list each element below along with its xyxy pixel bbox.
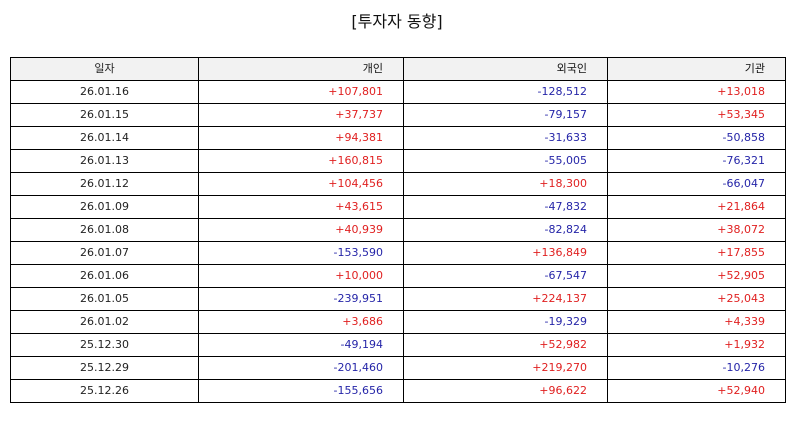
table-row: 26.01.14 +94,381 -31,633 -50,858 bbox=[10, 126, 786, 150]
individual-cell: -153,590 bbox=[198, 241, 404, 265]
date-cell: 26.01.05 bbox=[10, 287, 199, 311]
institution-cell: +52,905 bbox=[607, 264, 786, 288]
individual-cell: +160,815 bbox=[198, 149, 404, 173]
institution-cell: -76,321 bbox=[607, 149, 786, 173]
date-cell: 26.01.06 bbox=[10, 264, 199, 288]
table-row: 26.01.15 +37,737 -79,157 +53,345 bbox=[10, 103, 786, 127]
date-cell: 26.01.12 bbox=[10, 172, 199, 196]
date-cell: 26.01.07 bbox=[10, 241, 199, 265]
date-cell: 26.01.16 bbox=[10, 80, 199, 104]
table-row: 26.01.12 +104,456 +18,300 -66,047 bbox=[10, 172, 786, 196]
individual-cell: -201,460 bbox=[198, 356, 404, 380]
individual-cell: -239,951 bbox=[198, 287, 404, 311]
table-row: 26.01.16 +107,801 -128,512 +13,018 bbox=[10, 80, 786, 104]
individual-cell: +3,686 bbox=[198, 310, 404, 334]
foreign-cell: +219,270 bbox=[403, 356, 608, 380]
institution-cell: +17,855 bbox=[607, 241, 786, 265]
foreign-cell: -82,824 bbox=[403, 218, 608, 242]
table-row: 25.12.26 -155,656 +96,622 +52,940 bbox=[10, 379, 786, 403]
institution-cell: +4,339 bbox=[607, 310, 786, 334]
table-row: 25.12.30 -49,194 +52,982 +1,932 bbox=[10, 333, 786, 357]
date-cell: 26.01.02 bbox=[10, 310, 199, 334]
table-row: 26.01.13 +160,815 -55,005 -76,321 bbox=[10, 149, 786, 173]
institution-cell: -10,276 bbox=[607, 356, 786, 380]
date-cell: 26.01.08 bbox=[10, 218, 199, 242]
individual-cell: +107,801 bbox=[198, 80, 404, 104]
individual-cell: +43,615 bbox=[198, 195, 404, 219]
date-cell: 26.01.13 bbox=[10, 149, 199, 173]
foreign-cell: -67,547 bbox=[403, 264, 608, 288]
institution-cell: +53,345 bbox=[607, 103, 786, 127]
institution-cell: +1,932 bbox=[607, 333, 786, 357]
institution-cell: +25,043 bbox=[607, 287, 786, 311]
table-row: 26.01.05 -239,951 +224,137 +25,043 bbox=[10, 287, 786, 311]
table-row: 26.01.02 +3,686 -19,329 +4,339 bbox=[10, 310, 786, 334]
table-row: 26.01.07 -153,590 +136,849 +17,855 bbox=[10, 241, 786, 265]
chart-title: [투자자 동향] bbox=[351, 12, 443, 31]
table-row: 26.01.09 +43,615 -47,832 +21,864 bbox=[10, 195, 786, 219]
foreign-cell: -47,832 bbox=[403, 195, 608, 219]
foreign-cell: +96,622 bbox=[403, 379, 608, 403]
institution-cell: +13,018 bbox=[607, 80, 786, 104]
institution-cell: +38,072 bbox=[607, 218, 786, 242]
foreign-cell: +224,137 bbox=[403, 287, 608, 311]
institution-cell: +21,864 bbox=[607, 195, 786, 219]
foreign-cell: -55,005 bbox=[403, 149, 608, 173]
date-cell: 26.01.14 bbox=[10, 126, 199, 150]
investor-table: 일자 개인 외국인 기관 26.01.16 +107,801 -128,512 +13… bbox=[10, 57, 786, 403]
individual-cell: +40,939 bbox=[198, 218, 404, 242]
institution-cell: +52,940 bbox=[607, 379, 786, 403]
institution-cell: -66,047 bbox=[607, 172, 786, 196]
individual-cell: +10,000 bbox=[198, 264, 404, 288]
date-cell: 25.12.29 bbox=[10, 356, 199, 380]
foreign-cell: -19,329 bbox=[403, 310, 608, 334]
column-header-individual: 개인 bbox=[198, 57, 404, 81]
table-row: 25.12.29 -201,460 +219,270 -10,276 bbox=[10, 356, 786, 380]
foreign-cell: +52,982 bbox=[403, 333, 608, 357]
column-header-date: 일자 bbox=[10, 57, 199, 81]
date-cell: 26.01.09 bbox=[10, 195, 199, 219]
individual-cell: -49,194 bbox=[198, 333, 404, 357]
table-row: 26.01.06 +10,000 -67,547 +52,905 bbox=[10, 264, 786, 288]
date-cell: 26.01.15 bbox=[10, 103, 199, 127]
date-cell: 25.12.26 bbox=[10, 379, 199, 403]
foreign-cell: -79,157 bbox=[403, 103, 608, 127]
table-header-row: 일자 개인 외국인 기관 bbox=[10, 57, 786, 81]
foreign-cell: +136,849 bbox=[403, 241, 608, 265]
table-row: 26.01.08 +40,939 -82,824 +38,072 bbox=[10, 218, 786, 242]
individual-cell: +104,456 bbox=[198, 172, 404, 196]
column-header-foreign: 외국인 bbox=[403, 57, 608, 81]
foreign-cell: -31,633 bbox=[403, 126, 608, 150]
column-header-institution: 기관 bbox=[607, 57, 786, 81]
table-body: 26.01.16 +107,801 -128,512 +13,018 26.01.15 +… bbox=[10, 80, 786, 403]
individual-cell: +37,737 bbox=[198, 103, 404, 127]
foreign-cell: +18,300 bbox=[403, 172, 608, 196]
individual-cell: +94,381 bbox=[198, 126, 404, 150]
date-cell: 25.12.30 bbox=[10, 333, 199, 357]
foreign-cell: -128,512 bbox=[403, 80, 608, 104]
institution-cell: -50,858 bbox=[607, 126, 786, 150]
individual-cell: -155,656 bbox=[198, 379, 404, 403]
